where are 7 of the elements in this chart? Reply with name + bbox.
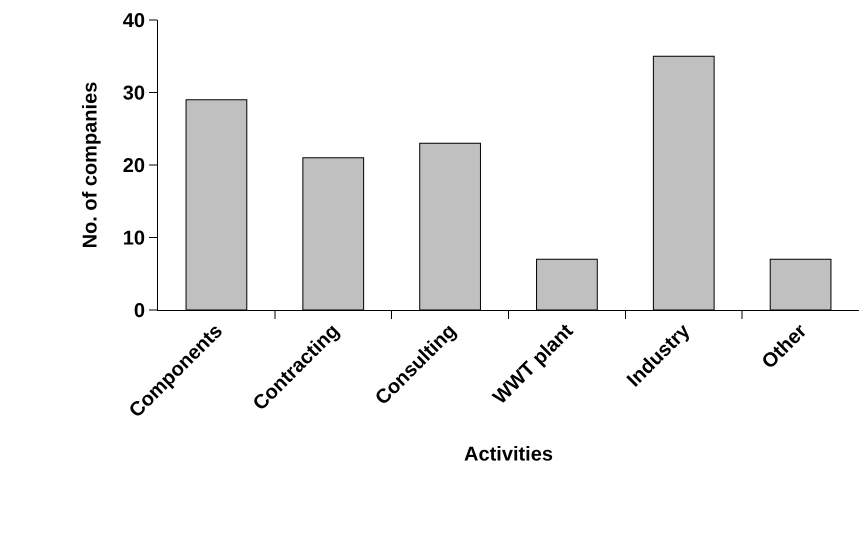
y-tick-label: 20	[122, 155, 145, 177]
y-axis-title: No. of companies	[79, 82, 102, 248]
x-axis-title: Activities	[464, 444, 553, 466]
y-tick-label: 10	[122, 228, 145, 250]
y-tick-label: 30	[122, 82, 145, 104]
y-tick-label: 0	[134, 300, 145, 322]
y-tick-label: 40	[122, 10, 145, 32]
